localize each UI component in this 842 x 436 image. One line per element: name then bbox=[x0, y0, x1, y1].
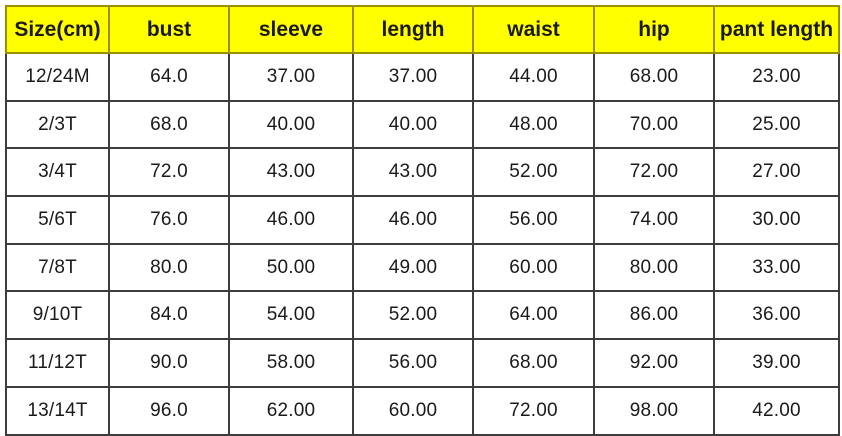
cell-waist: 64.00 bbox=[472, 290, 595, 341]
cell-sleeve: 50.00 bbox=[228, 242, 354, 293]
cell-length: 43.00 bbox=[352, 147, 474, 198]
cell-pant-length: 25.00 bbox=[713, 99, 840, 150]
column-header-waist: waist bbox=[472, 5, 595, 54]
cell-length: 40.00 bbox=[352, 99, 474, 150]
cell-sleeve: 43.00 bbox=[228, 147, 354, 198]
cell-bust: 64.0 bbox=[108, 52, 230, 102]
column-header-sleeve: sleeve bbox=[228, 5, 354, 54]
column-header-length: length bbox=[352, 5, 474, 54]
cell-pant-length: 23.00 bbox=[713, 52, 840, 102]
table-row: 12/24M 64.0 37.00 37.00 44.00 68.00 23.0… bbox=[5, 52, 840, 102]
cell-bust: 76.0 bbox=[108, 195, 230, 245]
cell-hip: 68.00 bbox=[593, 52, 715, 102]
cell-hip: 92.00 bbox=[593, 338, 715, 388]
column-header-hip: hip bbox=[593, 5, 715, 54]
header-row: Size(cm) bust sleeve length waist hip pa… bbox=[5, 5, 840, 54]
cell-size: 5/6T bbox=[5, 195, 110, 245]
cell-size: 3/4T bbox=[5, 147, 110, 198]
column-header-pant-length: pant length bbox=[713, 5, 840, 54]
table-row: 5/6T 76.0 46.00 46.00 56.00 74.00 30.00 bbox=[5, 195, 840, 245]
cell-sleeve: 54.00 bbox=[228, 290, 354, 341]
cell-waist: 48.00 bbox=[472, 99, 595, 150]
table-row: 9/10T 84.0 54.00 52.00 64.00 86.00 36.00 bbox=[5, 290, 840, 341]
cell-sleeve: 37.00 bbox=[228, 52, 354, 102]
cell-waist: 72.00 bbox=[472, 385, 595, 436]
column-header-size: Size(cm) bbox=[5, 5, 110, 54]
cell-hip: 98.00 bbox=[593, 385, 715, 436]
cell-pant-length: 33.00 bbox=[713, 242, 840, 293]
table-row: 13/14T 96.0 62.00 60.00 72.00 98.00 42.0… bbox=[5, 385, 840, 436]
cell-pant-length: 27.00 bbox=[713, 147, 840, 198]
cell-waist: 60.00 bbox=[472, 242, 595, 293]
cell-size: 7/8T bbox=[5, 242, 110, 293]
cell-length: 37.00 bbox=[352, 52, 474, 102]
table-row: 7/8T 80.0 50.00 49.00 60.00 80.00 33.00 bbox=[5, 242, 840, 293]
cell-waist: 56.00 bbox=[472, 195, 595, 245]
cell-hip: 86.00 bbox=[593, 290, 715, 341]
cell-bust: 72.0 bbox=[108, 147, 230, 198]
cell-length: 46.00 bbox=[352, 195, 474, 245]
cell-size: 12/24M bbox=[5, 52, 110, 102]
cell-length: 56.00 bbox=[352, 338, 474, 388]
size-chart-table: Size(cm) bust sleeve length waist hip pa… bbox=[5, 5, 840, 436]
size-chart-container: Size(cm) bust sleeve length waist hip pa… bbox=[5, 5, 840, 436]
cell-hip: 74.00 bbox=[593, 195, 715, 245]
cell-size: 9/10T bbox=[5, 290, 110, 341]
cell-hip: 70.00 bbox=[593, 99, 715, 150]
cell-size: 13/14T bbox=[5, 385, 110, 436]
cell-hip: 80.00 bbox=[593, 242, 715, 293]
cell-length: 52.00 bbox=[352, 290, 474, 341]
cell-length: 49.00 bbox=[352, 242, 474, 293]
cell-pant-length: 42.00 bbox=[713, 385, 840, 436]
cell-pant-length: 30.00 bbox=[713, 195, 840, 245]
cell-waist: 68.00 bbox=[472, 338, 595, 388]
cell-waist: 44.00 bbox=[472, 52, 595, 102]
table-header: Size(cm) bust sleeve length waist hip pa… bbox=[5, 5, 840, 54]
cell-bust: 68.0 bbox=[108, 99, 230, 150]
cell-length: 60.00 bbox=[352, 385, 474, 436]
cell-sleeve: 58.00 bbox=[228, 338, 354, 388]
cell-sleeve: 62.00 bbox=[228, 385, 354, 436]
cell-hip: 72.00 bbox=[593, 147, 715, 198]
cell-sleeve: 40.00 bbox=[228, 99, 354, 150]
cell-bust: 84.0 bbox=[108, 290, 230, 341]
cell-sleeve: 46.00 bbox=[228, 195, 354, 245]
cell-bust: 96.0 bbox=[108, 385, 230, 436]
cell-size: 11/12T bbox=[5, 338, 110, 388]
cell-bust: 80.0 bbox=[108, 242, 230, 293]
table-row: 3/4T 72.0 43.00 43.00 52.00 72.00 27.00 bbox=[5, 147, 840, 198]
column-header-bust: bust bbox=[108, 5, 230, 54]
table-row: 11/12T 90.0 58.00 56.00 68.00 92.00 39.0… bbox=[5, 338, 840, 388]
table-row: 2/3T 68.0 40.00 40.00 48.00 70.00 25.00 bbox=[5, 99, 840, 150]
cell-pant-length: 39.00 bbox=[713, 338, 840, 388]
cell-pant-length: 36.00 bbox=[713, 290, 840, 341]
cell-waist: 52.00 bbox=[472, 147, 595, 198]
table-body: 12/24M 64.0 37.00 37.00 44.00 68.00 23.0… bbox=[5, 52, 840, 436]
cell-size: 2/3T bbox=[5, 99, 110, 150]
cell-bust: 90.0 bbox=[108, 338, 230, 388]
